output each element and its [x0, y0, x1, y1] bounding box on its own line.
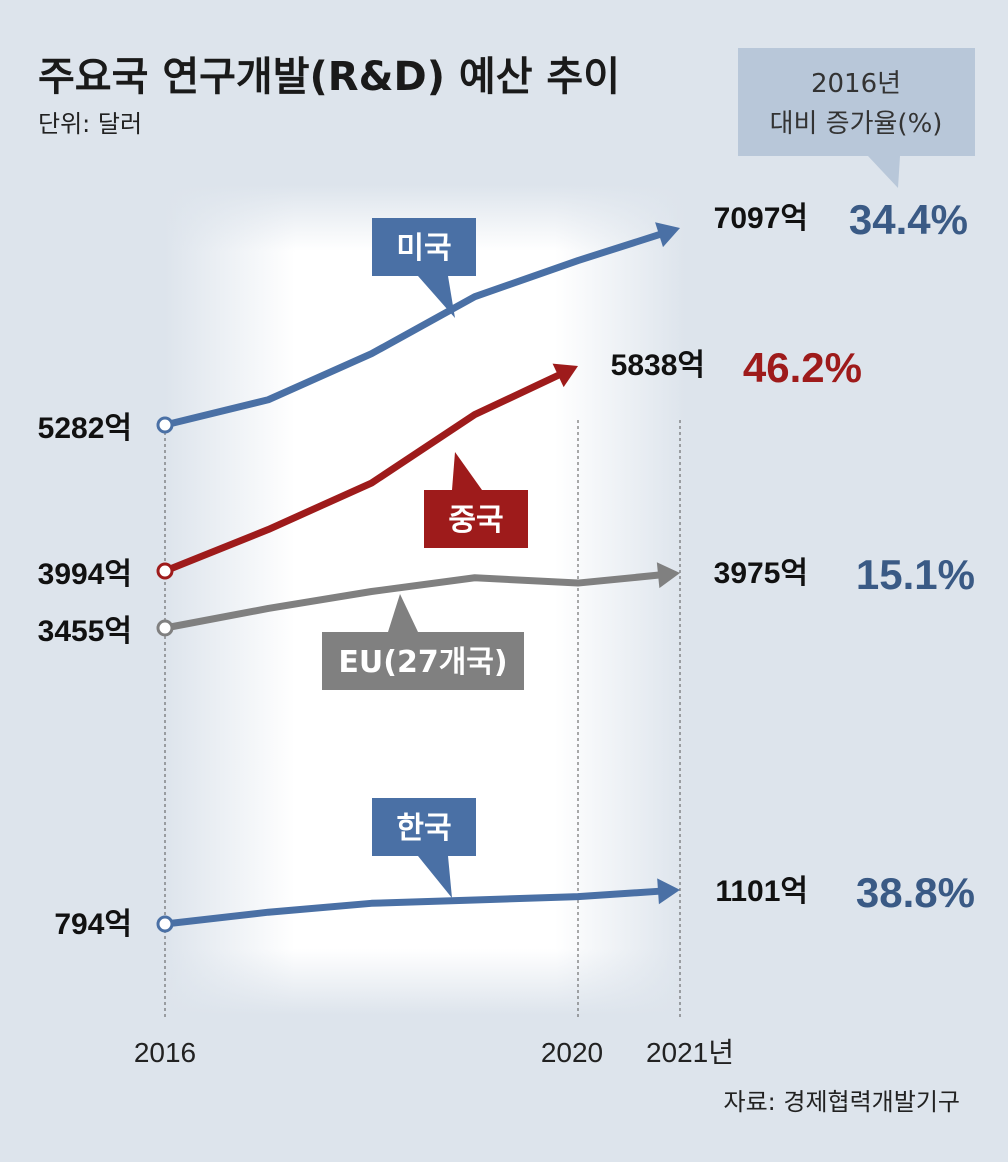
growth-label-china: 46.2% — [743, 344, 862, 391]
x-tick-label: 2020 — [541, 1037, 603, 1068]
series-arrowhead-eu — [656, 562, 680, 589]
series-start-point-usa — [156, 416, 174, 434]
growth-label-usa: 34.4% — [849, 196, 968, 243]
start-value-label-usa: 5282억 — [38, 412, 132, 445]
series-tag-tail-china — [452, 452, 482, 490]
series-layer — [156, 222, 680, 933]
series-start-point-eu — [156, 619, 174, 637]
growth-box: 2016년 대비 증가율(%) — [738, 48, 975, 188]
series-tag-label-korea: 한국 — [396, 811, 451, 846]
series-tag-box-eu — [322, 632, 524, 690]
series-arrowhead-korea — [657, 878, 680, 905]
source-label: 자료: 경제협력개발기구 — [723, 1088, 960, 1116]
end-value-label-usa: 7097억 — [714, 202, 808, 235]
series-start-point-korea — [156, 915, 174, 933]
series-line-korea — [161, 887, 662, 928]
chart-title: 주요국 연구개발(R&D) 예산 추이 — [38, 54, 620, 100]
x-axis-ticks: 2016 2020 2021년 — [134, 1037, 734, 1068]
series-line-china — [161, 371, 562, 575]
series-tag-box-korea — [372, 798, 476, 856]
growth-label-korea: 38.8% — [856, 869, 975, 916]
start-value-label-korea: 794억 — [54, 908, 132, 941]
end-value-label-eu: 3975억 — [714, 557, 808, 590]
series-line-eu — [161, 571, 662, 632]
series-tag-label-usa: 미국 — [396, 231, 451, 266]
x-tick-label: 2021년 — [646, 1037, 734, 1068]
unit-label: 단위: 달러 — [38, 110, 142, 138]
x-tick-label: 2016 — [134, 1037, 196, 1068]
end-value-label-china: 5838억 — [611, 349, 705, 382]
series-tag-tail-usa — [418, 276, 455, 318]
series-line-usa — [161, 231, 663, 429]
start-value-label-eu: 3455억 — [38, 615, 132, 648]
value-labels: 5282억 7097억 34.4% 3994억 5838억 46.2% 3455억 3975억… — [38, 196, 975, 941]
start-value-label-china: 3994억 — [38, 558, 132, 591]
plot-area-fade — [165, 185, 685, 1015]
series-arrowhead-china — [552, 363, 578, 388]
series-tag-label-china: 중국 — [448, 503, 503, 538]
series-tag-tail-eu — [388, 594, 418, 632]
growth-box-line1: 2016년 — [811, 69, 901, 99]
growth-box-shape — [738, 48, 975, 188]
growth-box-line2: 대비 증가율(%) — [770, 109, 943, 139]
series-tag-tail-korea — [418, 856, 452, 898]
series-tag-box-china — [424, 490, 528, 548]
growth-label-eu: 15.1% — [856, 551, 975, 598]
series-arrowhead-usa — [655, 222, 680, 248]
series-tag-box-usa — [372, 218, 476, 276]
end-value-label-korea: 1101억 — [715, 875, 808, 908]
series-tag-label-eu: EU(27개국) — [338, 645, 507, 680]
series-start-point-china — [156, 562, 174, 580]
